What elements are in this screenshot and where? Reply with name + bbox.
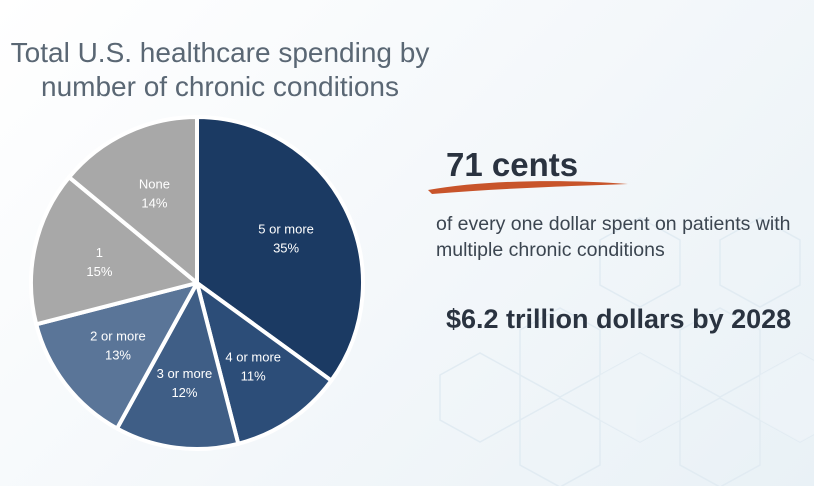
slice-value-label: 11% <box>241 369 266 384</box>
pie-slice <box>34 281 199 431</box>
pie-slice <box>115 281 241 451</box>
slice-label: 5 or more <box>258 222 314 237</box>
slice-value-label: 14% <box>141 196 167 211</box>
slice-label: 3 or more <box>157 366 213 381</box>
brush-underline <box>428 181 628 194</box>
slice-label: 4 or more <box>225 350 281 365</box>
highlight-value: 71 cents <box>446 146 579 183</box>
slice-value-label: 13% <box>105 347 131 362</box>
chart-title: Total U.S. healthcare spending by number… <box>10 37 430 102</box>
slice-label: 2 or more <box>90 328 146 343</box>
slice-label: 1 <box>96 245 103 260</box>
pie-slice <box>29 175 199 327</box>
pie-slice <box>67 115 199 285</box>
slice-value-label: 12% <box>171 385 197 400</box>
highlight-description: of every one dollar spent on patients wi… <box>436 213 791 261</box>
slice-label: None <box>139 177 170 192</box>
pie-slice <box>195 115 365 383</box>
projection-stat: $6.2 trillion dollars by 2028 <box>446 304 792 334</box>
slice-value-label: 15% <box>86 264 112 279</box>
pie-slice <box>195 281 334 446</box>
slice-value-label: 35% <box>273 241 299 256</box>
